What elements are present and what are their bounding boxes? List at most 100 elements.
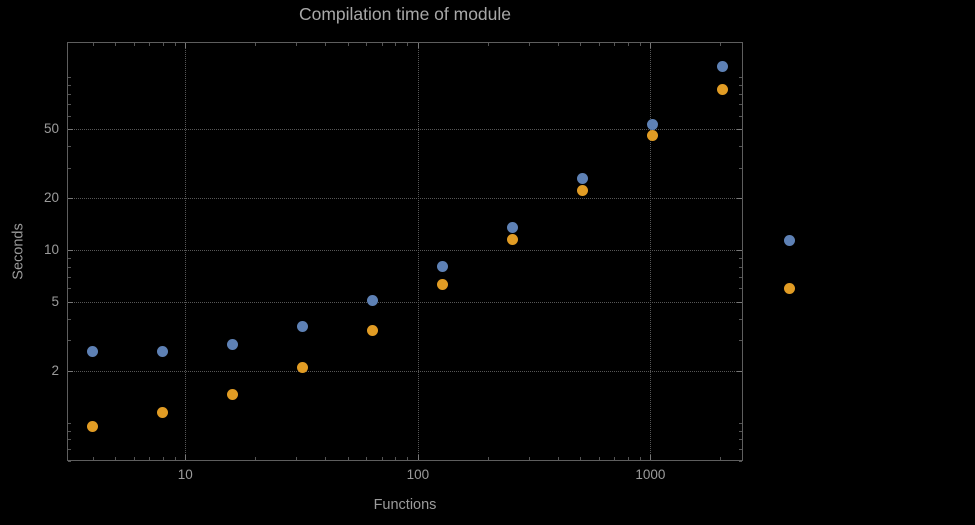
x-minor-tick: [162, 43, 164, 46]
x-gridline: [650, 42, 652, 461]
y-gridline: [67, 301, 743, 303]
y-minor-tick: [68, 430, 71, 432]
y-minor-tick: [68, 93, 71, 95]
y-tick-label: 20: [43, 189, 59, 205]
x-tick-mark: [650, 43, 652, 48]
x-minor-tick: [557, 457, 559, 460]
y-minor-tick: [739, 85, 742, 87]
x-axis-label: Functions: [373, 497, 437, 513]
x-minor-tick: [174, 457, 176, 460]
y-tick-mark: [737, 129, 742, 131]
x-minor-tick: [115, 457, 117, 460]
x-minor-tick: [407, 457, 409, 460]
x-minor-tick: [720, 457, 722, 460]
y-tick-mark: [68, 370, 73, 372]
x-minor-tick: [580, 43, 582, 46]
x-minor-tick: [149, 43, 151, 46]
x-minor-tick: [407, 43, 409, 46]
data-point-series-2: [507, 233, 519, 245]
y-tick-mark: [68, 129, 73, 131]
x-minor-tick: [487, 43, 489, 46]
y-minor-tick: [739, 340, 742, 342]
y-minor-tick: [68, 77, 71, 79]
x-minor-tick: [627, 457, 629, 460]
x-minor-tick: [366, 457, 368, 460]
legend: [784, 235, 795, 294]
y-minor-tick: [739, 318, 742, 320]
x-minor-tick: [381, 43, 383, 46]
x-tick-mark: [185, 43, 187, 48]
y-minor-tick: [68, 276, 71, 278]
x-minor-tick: [528, 457, 530, 460]
y-minor-tick: [68, 257, 71, 259]
data-point-series-2: [647, 130, 659, 141]
data-point-series-1: [157, 345, 169, 357]
data-point-series-2: [297, 361, 309, 373]
legend-marker-series-2: [784, 283, 795, 294]
y-minor-tick: [739, 439, 742, 441]
data-point-series-2: [437, 279, 449, 291]
x-minor-tick: [598, 43, 600, 46]
y-tick-mark: [68, 197, 73, 199]
data-point-series-2: [227, 389, 239, 401]
x-tick-mark: [417, 43, 419, 48]
y-minor-tick: [739, 77, 742, 79]
x-minor-tick: [487, 457, 489, 460]
y-tick-mark: [737, 249, 742, 251]
y-tick-label: 5: [51, 293, 59, 309]
y-minor-tick: [68, 318, 71, 320]
data-point-series-1: [87, 345, 99, 357]
x-minor-tick: [395, 457, 397, 460]
x-tick-label: 1000: [635, 467, 666, 482]
y-tick-mark: [737, 370, 742, 372]
x-minor-tick: [627, 43, 629, 46]
y-tick-label: 2: [51, 362, 59, 378]
y-minor-tick: [739, 257, 742, 259]
x-minor-tick: [149, 457, 151, 460]
y-minor-tick: [739, 266, 742, 268]
y-minor-tick: [68, 115, 71, 117]
y-minor-tick: [68, 167, 71, 169]
y-tick-mark: [737, 197, 742, 199]
x-minor-tick: [395, 43, 397, 46]
data-point-series-1: [507, 221, 519, 233]
y-tick-mark: [68, 249, 73, 251]
y-gridline: [67, 249, 743, 251]
x-gridline: [417, 42, 419, 461]
x-minor-tick: [639, 43, 641, 46]
y-minor-tick: [739, 115, 742, 117]
y-tick-mark: [68, 301, 73, 303]
x-minor-tick: [296, 43, 298, 46]
y-minor-tick: [68, 145, 71, 147]
x-minor-tick: [115, 43, 117, 46]
x-minor-tick: [639, 457, 641, 460]
data-point-series-1: [437, 261, 449, 273]
y-minor-tick: [68, 439, 71, 441]
data-point-series-1: [647, 119, 659, 131]
x-minor-tick: [133, 43, 135, 46]
x-minor-tick: [255, 457, 257, 460]
y-minor-tick: [739, 461, 742, 462]
x-minor-tick: [133, 457, 135, 460]
y-minor-tick: [68, 104, 71, 105]
y-minor-tick: [68, 266, 71, 268]
data-point-series-2: [367, 325, 379, 337]
x-minor-tick: [528, 43, 530, 46]
x-tick-label: 100: [406, 467, 430, 482]
x-minor-tick: [325, 43, 327, 46]
x-tick-mark: [185, 455, 187, 460]
y-minor-tick: [739, 93, 742, 95]
x-minor-tick: [325, 457, 327, 460]
chart-title: Compilation time of module: [298, 4, 512, 24]
y-tick-label: 50: [43, 121, 59, 137]
x-minor-tick: [92, 43, 94, 46]
x-minor-tick: [557, 43, 559, 46]
x-minor-tick: [720, 43, 722, 46]
y-gridline: [67, 129, 743, 131]
data-point-series-1: [227, 338, 239, 350]
x-minor-tick: [381, 457, 383, 460]
y-tick-label: 10: [43, 241, 59, 257]
y-minor-tick: [739, 276, 742, 278]
y-minor-tick: [739, 430, 742, 432]
